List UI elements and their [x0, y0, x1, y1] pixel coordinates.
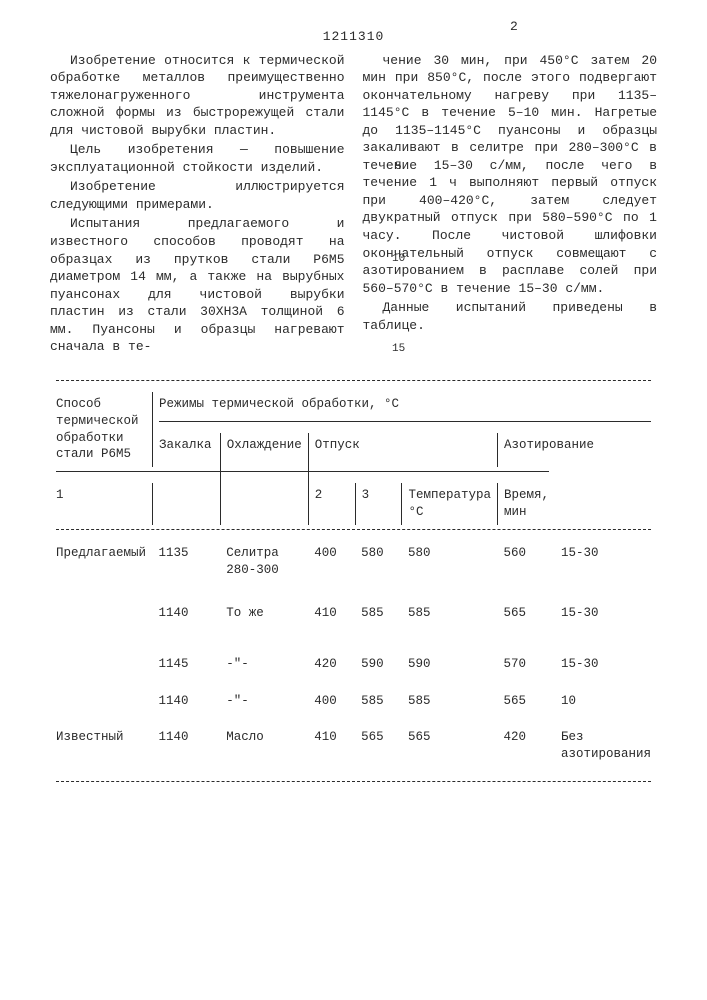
r0-cool: Селитра 280-300: [220, 541, 308, 583]
r2-o1: 420: [308, 652, 355, 677]
r4-o3: 565: [402, 725, 498, 767]
r2-method: [50, 652, 152, 677]
r4-method: Известный: [50, 725, 152, 767]
r1-o1: 410: [308, 601, 355, 626]
para-r1: чение 30 мин, при 450°С затем 20 мин при…: [363, 52, 658, 298]
r0-z: 1135: [152, 541, 220, 583]
r2-t: 570: [497, 652, 555, 677]
r4-o2: 565: [355, 725, 402, 767]
hdr-method: Способ термической обработки стали Р6М5: [50, 392, 152, 468]
hdr-azot: Азотирование: [497, 433, 657, 468]
r0-method: Предлагаемый: [50, 541, 152, 583]
hdr-otpusk: Отпуск: [308, 433, 497, 468]
r0-t: 560: [497, 541, 555, 583]
r2-o3: 590: [402, 652, 498, 677]
r0-time: 15-30: [555, 541, 657, 583]
body-columns: 5 10 15 Изобретение относится к термичес…: [50, 52, 657, 358]
r4-cool: Масло: [220, 725, 308, 767]
column-left: Изобретение относится к термической обра…: [50, 52, 345, 358]
r3-o1: 400: [308, 689, 355, 714]
line-num-10: 10: [392, 252, 405, 267]
r1-method: [50, 601, 152, 626]
para-l4: Испытания предлагаемого и известного спо…: [50, 215, 345, 355]
r1-t: 565: [497, 601, 555, 626]
r2-z: 1145: [152, 652, 220, 677]
hdr-o1: 1: [50, 483, 152, 525]
r3-o3: 585: [402, 689, 498, 714]
r3-z: 1140: [152, 689, 220, 714]
r2-cool: -"-: [220, 652, 308, 677]
doc-number: 1211310: [50, 28, 657, 46]
hdr-o3: 3: [355, 483, 402, 525]
r0-o1: 400: [308, 541, 355, 583]
r4-z: 1140: [152, 725, 220, 767]
r2-time: 15-30: [555, 652, 657, 677]
r3-o2: 585: [355, 689, 402, 714]
para-l2: Цель изобретения — повышение эксплуатаци…: [50, 141, 345, 176]
r1-cool: То же: [220, 601, 308, 626]
column-right: чение 30 мин, при 450°С затем 20 мин при…: [363, 52, 658, 358]
r3-t: 565: [497, 689, 555, 714]
para-l3: Изобретение иллюстрируется следующими пр…: [50, 178, 345, 213]
r0-o3: 580: [402, 541, 498, 583]
r3-cool: -"-: [220, 689, 308, 714]
line-num-15: 15: [392, 342, 405, 357]
r4-t: 420: [497, 725, 555, 767]
hdr-temp: Температура °С: [402, 483, 498, 525]
r1-o2: 585: [355, 601, 402, 626]
hdr-o2: 2: [308, 483, 355, 525]
results-table: Способ термической обработки стали Р6М5 …: [50, 376, 657, 793]
r2-o2: 590: [355, 652, 402, 677]
r3-time: 10: [555, 689, 657, 714]
r3-method: [50, 689, 152, 714]
page-marker: 2: [510, 18, 518, 36]
r0-o2: 580: [355, 541, 402, 583]
para-l1: Изобретение относится к термической обра…: [50, 52, 345, 140]
r1-z: 1140: [152, 601, 220, 626]
r1-o3: 585: [402, 601, 498, 626]
line-num-5: 5: [395, 160, 402, 175]
r4-time: Без азотирования: [555, 725, 657, 767]
hdr-time: Время, мин: [497, 483, 555, 525]
r4-o1: 410: [308, 725, 355, 767]
r1-time: 15-30: [555, 601, 657, 626]
hdr-regimes: Режимы термической обработки, °С: [152, 392, 657, 417]
para-r2: Данные испытаний приведены в таблице.: [363, 299, 658, 334]
